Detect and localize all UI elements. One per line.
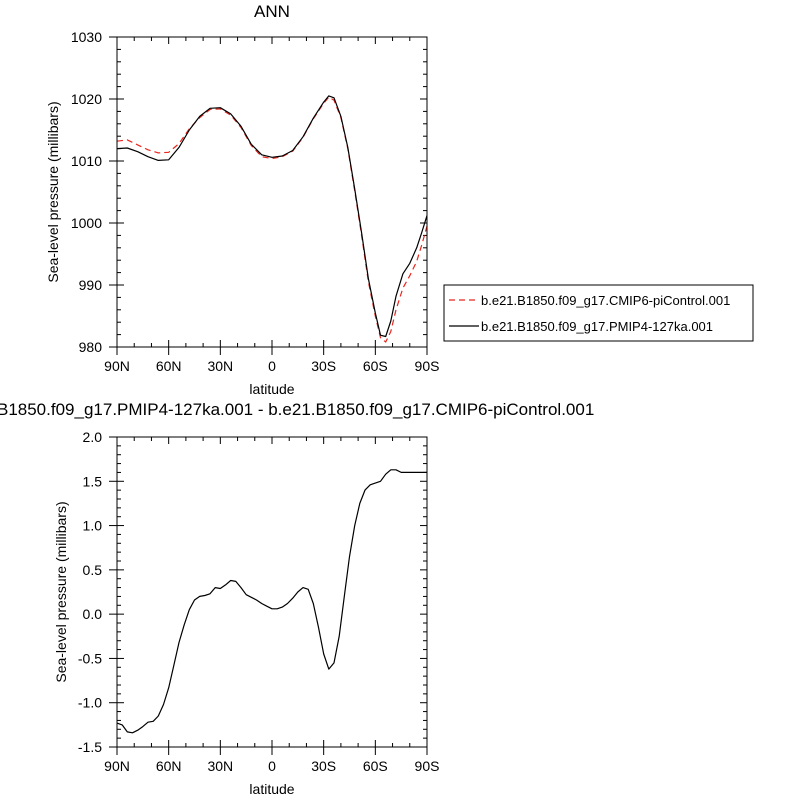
series-line-0	[116, 469, 427, 734]
x-tick-label: 90S	[415, 758, 440, 774]
y-tick-label: 990	[79, 277, 103, 293]
bottom-chart-title: b.e21.B1850.f09_g17.PMIP4-127ka.001 - b.…	[0, 400, 594, 419]
legend-box	[443, 284, 754, 342]
bottom-chart-series	[116, 469, 427, 734]
top-chart-frame	[116, 36, 428, 348]
x-tick-label: 30S	[311, 758, 336, 774]
bottom-chart-y-axis-label: Sea-level pressure (millibars)	[53, 501, 69, 682]
top-line-chart: ANN latitude Sea-level pressure (milliba…	[45, 2, 439, 397]
x-tick-label: 90N	[104, 358, 130, 374]
y-tick-label: 1.5	[83, 473, 103, 489]
top-chart-x-axis-label: latitude	[249, 381, 294, 397]
bottom-chart-x-axis-label: latitude	[249, 781, 294, 797]
x-tick-label: 60N	[156, 358, 182, 374]
x-tick-label: 30S	[311, 358, 336, 374]
x-tick-label: 30N	[207, 358, 233, 374]
x-tick-label: 60S	[363, 758, 388, 774]
bottom-line-chart: b.e21.B1850.f09_g17.PMIP4-127ka.001 - b.…	[0, 400, 594, 797]
y-tick-label: 980	[79, 339, 103, 355]
legend-entry-127ka: b.e21.B1850.f09_g17.PMIP4-127ka.001	[481, 319, 713, 334]
y-tick-label: 1010	[71, 153, 102, 169]
x-tick-label: 0	[268, 358, 276, 374]
y-tick-label: 1.0	[83, 518, 103, 534]
x-tick-label: 90S	[415, 358, 440, 374]
y-tick-label: 0.0	[83, 606, 103, 622]
y-tick-label: 1020	[71, 91, 102, 107]
x-tick-label: 60S	[363, 358, 388, 374]
bottom-chart-frame	[116, 436, 428, 748]
series-line-0	[116, 96, 428, 343]
legend-entry-control: b.e21.B1850.f09_g17.CMIP6-piControl.001	[481, 293, 730, 308]
top-chart-axes: 90N 60N 30N 0 30S 60S 90S 980 990 1000 1010 1020 103…	[71, 29, 440, 374]
top-chart-legend: b.e21.B1850.f09_g17.CMIP6-piControl.001 …	[443, 284, 754, 342]
x-tick-label: 90N	[104, 758, 130, 774]
series-line-1	[116, 95, 428, 338]
x-tick-label: 30N	[207, 758, 233, 774]
y-tick-label: 1000	[71, 215, 102, 231]
y-tick-label: -1.5	[78, 739, 102, 755]
bottom-chart-axes: 90N 60N 30N 0 30S 60S 90S -1.5 -1.0 -0.5 0.0 0.5 1.0…	[78, 429, 440, 774]
y-tick-label: -0.5	[78, 650, 102, 666]
y-tick-label: 1030	[71, 29, 102, 45]
top-chart-title: ANN	[254, 2, 290, 21]
top-chart-series	[116, 95, 428, 343]
y-tick-label: 2.0	[83, 429, 103, 445]
x-tick-label: 0	[268, 758, 276, 774]
x-tick-label: 60N	[156, 758, 182, 774]
y-tick-label: 0.5	[83, 562, 103, 578]
y-tick-label: -1.0	[78, 695, 102, 711]
top-chart-y-axis-label: Sea-level pressure (millibars)	[45, 101, 61, 282]
